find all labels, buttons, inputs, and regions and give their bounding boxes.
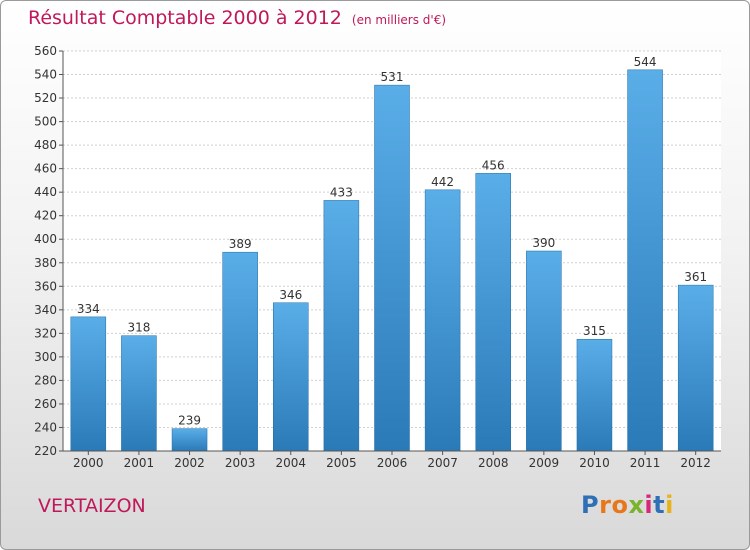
title-row: Résultat Comptable 2000 à 2012 (en millie… [28,7,446,29]
bar-2009 [526,250,562,452]
y-tick-label: 520 [34,91,57,105]
logo-letter: x [628,491,645,519]
logo-letter: o [611,491,629,519]
bar-2005 [323,200,360,452]
proxiti-logo: Proxiti [581,491,674,519]
chart-title: Résultat Comptable 2000 à 2012 [28,7,342,29]
logo-letter: i [665,491,674,519]
x-tick-label: 2002 [174,456,205,470]
bar-2003 [222,251,258,452]
data-label: 433 [330,185,353,199]
bar-2002 [171,428,208,452]
y-tick-label: 460 [34,162,57,176]
logo-letter: i [644,491,654,519]
y-tick-label: 420 [34,209,57,223]
x-tick-label: 2008 [478,456,509,470]
bar-2012 [677,284,714,452]
data-label: 531 [381,70,404,84]
data-label: 390 [532,236,555,250]
bar-2007 [424,189,461,452]
data-label: 544 [634,55,657,69]
bar-2010 [576,338,613,452]
y-tick-label: 500 [34,115,57,129]
data-label: 318 [127,321,150,335]
bar-2000 [70,316,107,452]
logo-letter: P [581,491,600,519]
y-tick-label: 440 [34,185,57,199]
y-tick-label: 340 [34,303,57,317]
bar-2008 [475,173,511,452]
y-tick-label: 540 [34,68,57,82]
logo-letter: r [599,491,612,519]
data-label: 442 [431,175,454,189]
y-tick-label: 560 [34,44,57,58]
y-tick-label: 400 [34,232,57,246]
y-tick-label: 480 [34,138,57,152]
y-tick-label: 260 [34,397,57,411]
y-tick-label: 320 [34,326,57,340]
x-tick-label: 2000 [73,456,104,470]
data-label: 346 [279,288,302,302]
logo-letter: t [653,491,666,519]
bar-2011 [627,69,663,452]
x-tick-label: 2007 [427,456,458,470]
y-tick-label: 280 [34,373,57,387]
x-tick-label: 2005 [326,456,357,470]
x-tick-label: 2006 [377,456,408,470]
x-tick-label: 2009 [529,456,560,470]
y-tick-label: 240 [34,420,57,434]
y-tick-label: 360 [34,279,57,293]
chart-subtitle: (en milliers d'€) [351,13,447,27]
data-label: 315 [583,324,606,338]
data-label: 456 [482,158,505,172]
y-tick-label: 220 [34,444,57,458]
x-tick-label: 2010 [579,456,610,470]
y-tick-label: 300 [34,350,57,364]
bar-2006 [374,84,410,452]
x-tick-label: 2001 [124,456,155,470]
bar-2004 [273,302,309,452]
bar-2001 [121,335,157,452]
data-label: 389 [229,237,252,251]
data-label: 239 [178,414,201,428]
y-tick-label: 380 [34,256,57,270]
x-tick-label: 2004 [275,456,306,470]
data-label: 361 [684,270,707,284]
x-tick-label: 2011 [630,456,661,470]
x-tick-label: 2012 [680,456,711,470]
data-label: 334 [77,302,100,316]
town-name: VERTAIZON [38,495,146,517]
x-tick-label: 2003 [225,456,256,470]
